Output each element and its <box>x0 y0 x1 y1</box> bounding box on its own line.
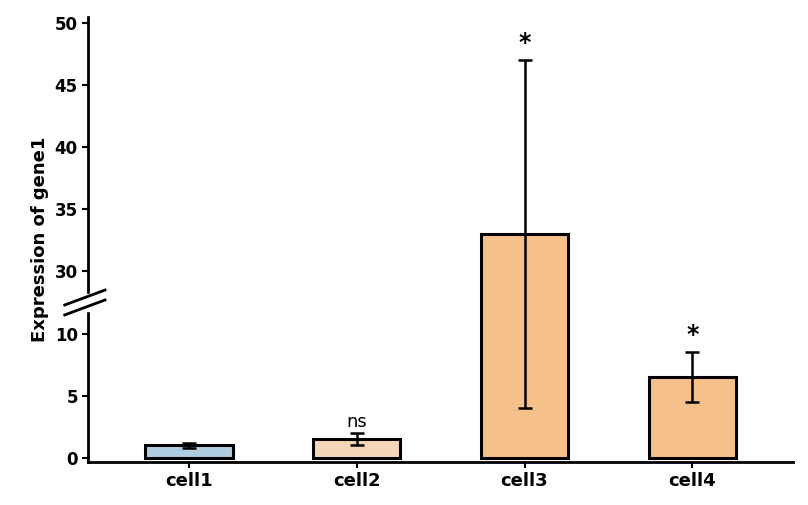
Bar <box>649 377 736 458</box>
Text: *: * <box>686 323 699 347</box>
Text: ns: ns <box>347 413 367 431</box>
Text: *: * <box>518 31 531 55</box>
Bar <box>314 439 400 458</box>
Y-axis label: Expression of gene1: Expression of gene1 <box>32 136 49 342</box>
Bar <box>83 294 91 311</box>
Bar <box>145 445 233 458</box>
Bar <box>481 234 568 458</box>
